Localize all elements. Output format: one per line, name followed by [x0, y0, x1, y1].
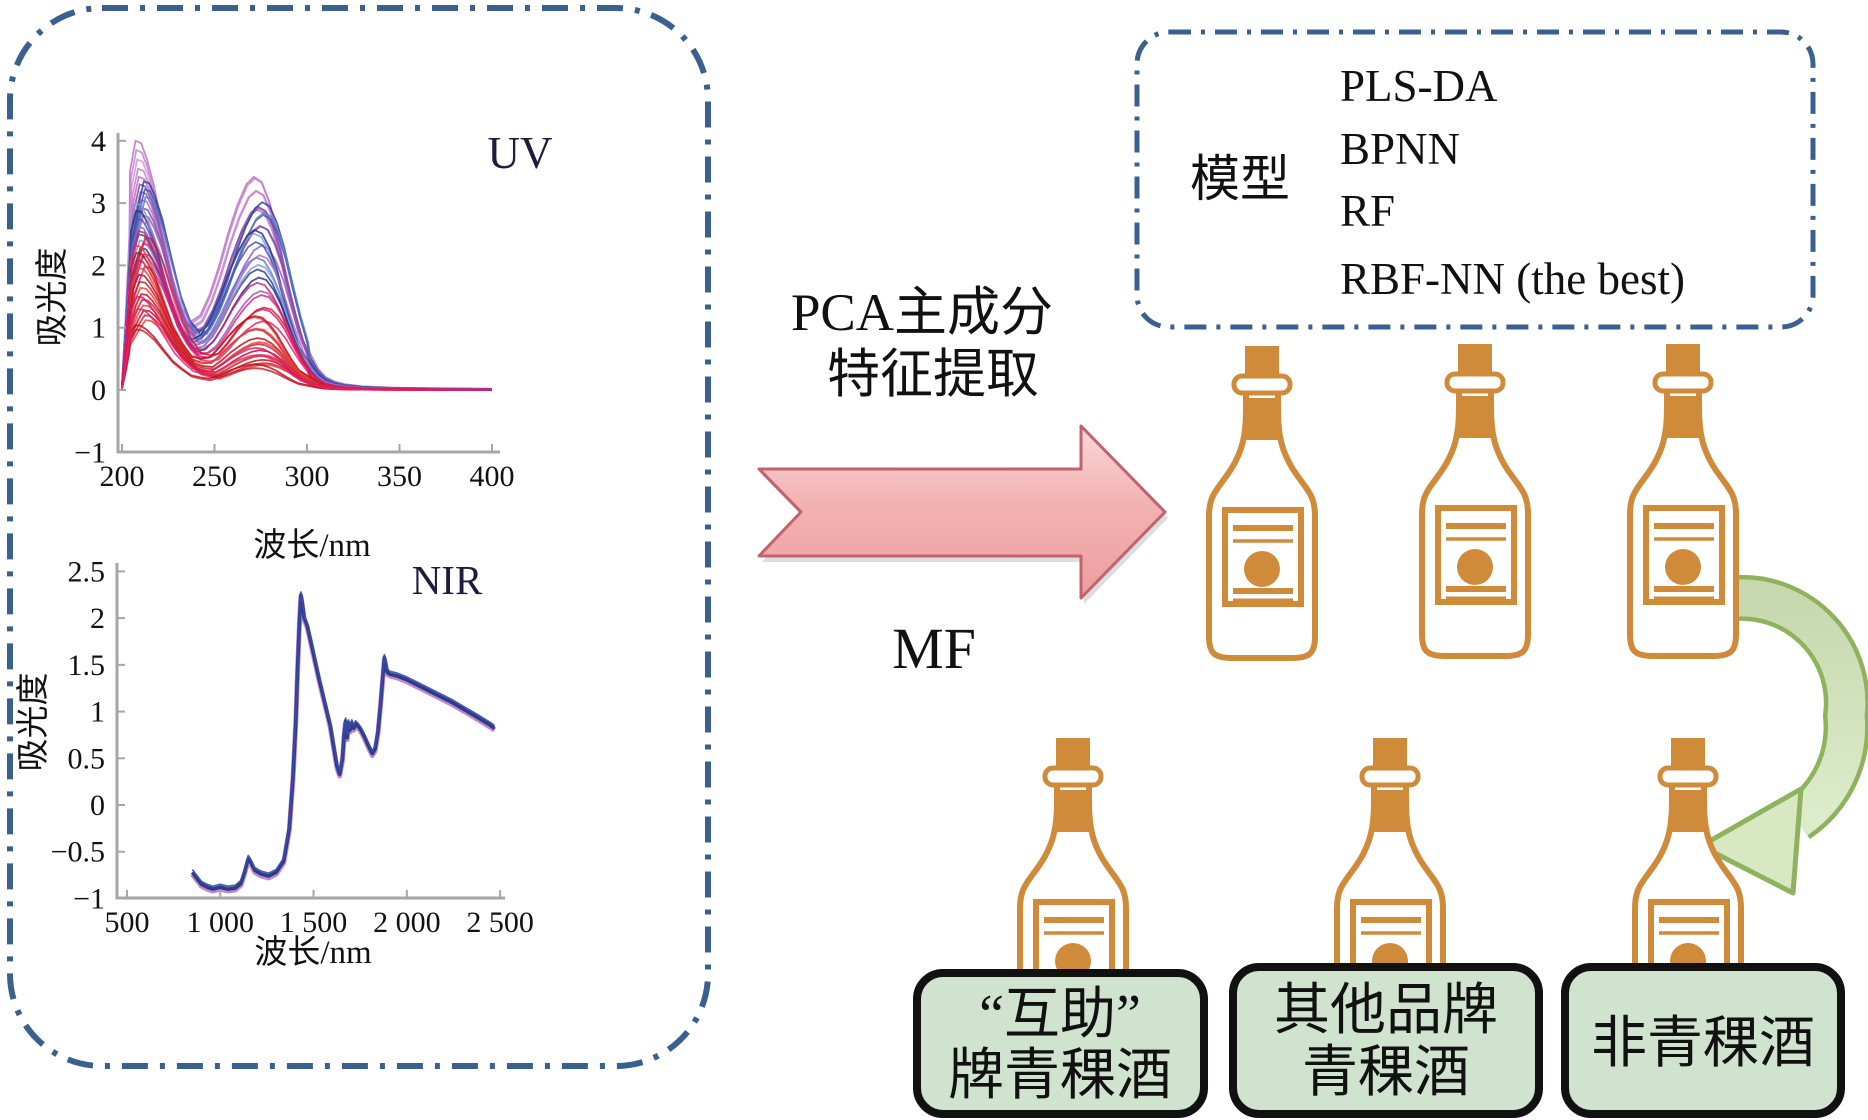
wine-bottle-icon: [1422, 344, 1528, 656]
wine-bottle-icon: [1630, 344, 1736, 656]
nir-x-axis-label: 波长/nm: [254, 934, 372, 971]
x-tick-label: 350: [377, 460, 422, 493]
models-panel-title: 模型: [1190, 151, 1290, 207]
y-tick-label: 2.5: [68, 555, 106, 588]
x-tick-label: 2 500: [466, 906, 534, 939]
uv-x-axis-label: 波长/nm: [253, 527, 371, 564]
y-tick-label: 0: [90, 789, 105, 822]
y-tick-label: 2: [91, 249, 106, 282]
pca-caption-line1: PCA主成分: [791, 284, 1053, 342]
model-item-plsda: PLS-DA: [1340, 61, 1498, 111]
spectra-panel-border: [7, 5, 711, 1069]
class-box-non-highland: 非青稞酒: [1561, 963, 1845, 1118]
x-tick-label: 200: [100, 460, 145, 493]
uv-spectra-chart: 200 250 300 350 400 4 3 2 1 0 −1: [74, 125, 514, 493]
mf-label: MF: [892, 616, 976, 681]
model-item-bpnn: BPNN: [1340, 124, 1460, 174]
nir-spectrum-curve: [190, 593, 496, 891]
nir-chart-title: NIR: [412, 557, 483, 603]
x-tick-label: 300: [285, 460, 330, 493]
class-box-huzhu-line2: 牌青稞酒: [948, 1045, 1172, 1107]
class-box-huzhu-line1: “互助”: [979, 984, 1141, 1046]
y-tick-label: −1: [73, 882, 105, 915]
uv-y-axis-label: 吸光度: [34, 248, 71, 347]
x-tick-label: 250: [192, 460, 237, 493]
x-tick-label: 400: [470, 460, 515, 493]
x-tick-label: 2 000: [373, 906, 441, 939]
y-tick-label: −0.5: [51, 836, 105, 869]
y-tick-label: 2: [90, 602, 105, 635]
uv-chart-title: UV: [488, 128, 553, 178]
nir-y-axis-label: 吸光度: [15, 673, 52, 772]
x-tick-label: 1 000: [187, 906, 255, 939]
y-tick-label: −1: [74, 436, 106, 469]
y-tick-label: 3: [91, 187, 106, 220]
class-box-other-brands: 其他品牌 青稞酒: [1229, 963, 1543, 1118]
class-box-other-brands-line2: 青稞酒: [1302, 1042, 1470, 1104]
x-tick-label: 500: [105, 906, 150, 939]
models-panel-border: [1134, 29, 1816, 330]
wine-bottle-icon: [1209, 346, 1315, 658]
y-tick-label: 1.5: [68, 649, 106, 682]
y-tick-label: 1: [90, 696, 105, 729]
y-tick-label: 0: [91, 374, 106, 407]
class-box-other-brands-line1: 其他品牌: [1274, 980, 1498, 1042]
model-item-rbfnn: RBF-NN (the best): [1340, 254, 1685, 304]
y-tick-label: 4: [91, 125, 106, 158]
uv-spectrum-curve: [121, 308, 492, 391]
pca-caption-line2: 特征提取: [827, 346, 1039, 404]
y-tick-label: 1: [91, 312, 106, 345]
curved-arrow-icon: [1698, 574, 1868, 896]
class-box-non-highland-line1: 非青稞酒: [1591, 1013, 1815, 1075]
class-box-huzhu: “互助” 牌青稞酒: [913, 969, 1208, 1118]
model-item-rf: RF: [1340, 186, 1395, 236]
nir-spectrum-curve: [191, 591, 496, 888]
process-arrow-icon: [757, 424, 1167, 600]
axis-line: [115, 563, 505, 900]
y-tick-label: 0.5: [68, 742, 106, 775]
nir-spectra-chart: 500 1 000 1 500 2 000 2 500 2.5 2 1.5 1 0.5 0 −0.5 −…: [51, 555, 534, 939]
uv-spectrum-curve: [121, 229, 493, 391]
x-tick-label: 1 500: [280, 906, 348, 939]
